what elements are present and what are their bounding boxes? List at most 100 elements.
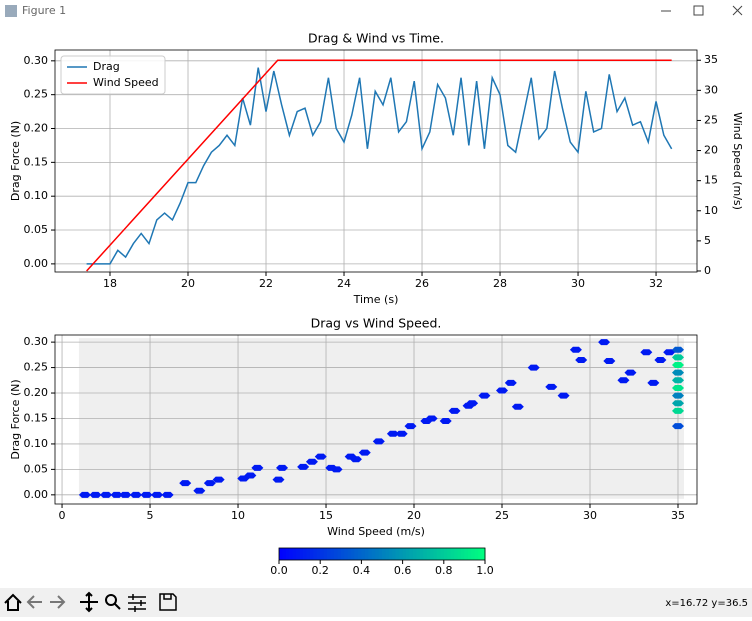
- colorbar-step: [392, 548, 397, 560]
- hex-bin: [671, 346, 684, 353]
- hex-bin: [527, 364, 540, 371]
- home-button[interactable]: [4, 593, 22, 611]
- colorbar-step: [375, 548, 380, 560]
- colorbar-step: [333, 548, 338, 560]
- window-icon: [5, 5, 17, 17]
- colorbar-tick-label: 0.0: [270, 564, 288, 577]
- colorbar-step: [330, 548, 335, 560]
- colorbar-step: [447, 548, 452, 560]
- back-button[interactable]: [26, 595, 42, 609]
- hex-bin: [349, 456, 362, 463]
- y-tick-label: 0.10: [24, 189, 49, 202]
- colorbar-step: [285, 548, 290, 560]
- hex-bin: [671, 400, 684, 407]
- colorbar-step: [406, 548, 410, 560]
- colorbar-step: [416, 548, 421, 560]
- hex-bin: [161, 491, 174, 498]
- colorbar-tick-label: 0.8: [435, 564, 453, 577]
- hex-bin: [386, 430, 399, 437]
- hex-bin: [478, 392, 491, 399]
- hex-bin: [569, 346, 582, 353]
- colorbar-step: [279, 548, 283, 560]
- colorbar-step: [382, 548, 386, 560]
- y-axis-label: Drag Force (N): [9, 379, 22, 459]
- hex-bin: [193, 487, 206, 494]
- colorbar-step: [409, 548, 414, 560]
- close-button[interactable]: [732, 5, 743, 16]
- colorbar-step: [454, 548, 459, 560]
- hex-bin: [244, 472, 257, 479]
- chart-title: Drag & Wind vs Time.: [308, 31, 444, 46]
- hex-bin: [671, 369, 684, 376]
- colorbar-tick-label: 1.0: [476, 564, 494, 577]
- hex-bin: [671, 407, 684, 414]
- hex-bin: [654, 356, 667, 363]
- y-tick-label: 0.20: [24, 122, 49, 135]
- colorbar-tick-label: 0.6: [394, 564, 412, 577]
- hex-bin: [575, 356, 588, 363]
- hex-bin: [598, 339, 611, 346]
- hex-bin: [671, 392, 684, 399]
- colorbar-step: [457, 548, 462, 560]
- x-tick-label: 22: [259, 277, 273, 290]
- y-tick-label: 0.15: [24, 155, 49, 168]
- maximize-button[interactable]: [693, 5, 704, 16]
- toolbar: [0, 588, 752, 617]
- hex-bin: [404, 423, 417, 430]
- colorbar-step: [282, 548, 287, 560]
- hex-bin: [314, 453, 327, 460]
- y-tick-label: 0.00: [24, 488, 49, 501]
- colorbar-step: [385, 548, 390, 560]
- hex-bin: [617, 377, 630, 384]
- hex-bin: [671, 362, 684, 369]
- colorbar-step: [443, 548, 448, 560]
- colorbar-step: [378, 548, 383, 560]
- colorbar-tick-label: 0.4: [353, 564, 371, 577]
- y2-tick-label: 20: [704, 144, 718, 157]
- colorbar-step: [344, 548, 349, 560]
- colorbar-step: [299, 548, 304, 560]
- colorbar-step: [474, 548, 479, 560]
- hex-bin: [511, 403, 524, 410]
- window-title: Figure 1: [22, 4, 66, 17]
- colorbar-step: [471, 548, 476, 560]
- hex-bin: [448, 407, 461, 414]
- y-tick-label: 0.05: [24, 462, 49, 475]
- save-button[interactable]: [159, 593, 177, 611]
- hex-bin: [557, 392, 570, 399]
- colorbar-step: [433, 548, 438, 560]
- colorbar-step: [423, 548, 428, 560]
- forward-button[interactable]: [50, 595, 66, 609]
- colorbar-step: [371, 548, 376, 560]
- colorbar-step: [481, 548, 486, 560]
- colorbar-step: [430, 548, 434, 560]
- configure-button[interactable]: [128, 594, 146, 612]
- x-tick-label: 0: [59, 509, 66, 522]
- hex-bin: [78, 491, 91, 498]
- colorbar-step: [289, 548, 294, 560]
- y-tick-label: 0.00: [24, 257, 49, 270]
- hex-bin: [110, 491, 123, 498]
- title-bar: [0, 0, 752, 22]
- line-series: [86, 67, 673, 265]
- hex-bin: [466, 400, 479, 407]
- y2-tick-label: 10: [704, 204, 718, 217]
- hex-bin: [330, 466, 343, 473]
- zoom-button[interactable]: [105, 594, 121, 610]
- colorbar-step: [436, 548, 441, 560]
- x-tick-label: 15: [319, 509, 333, 522]
- toolbar-buttons: [4, 591, 177, 613]
- hex-bin: [251, 464, 264, 471]
- y2-tick-label: 5: [704, 234, 711, 247]
- hex-bin: [671, 377, 684, 384]
- colorbar-step: [306, 548, 311, 560]
- hex-bin: [496, 387, 509, 394]
- colorbar-step: [460, 548, 465, 560]
- axes-frame: [54, 49, 698, 273]
- colorbar-step: [309, 548, 314, 560]
- hex-bin: [100, 491, 113, 498]
- x-tick-label: 20: [407, 509, 421, 522]
- colorbar-step: [464, 548, 469, 560]
- hex-bin: [624, 369, 637, 376]
- pan-button[interactable]: [80, 591, 98, 613]
